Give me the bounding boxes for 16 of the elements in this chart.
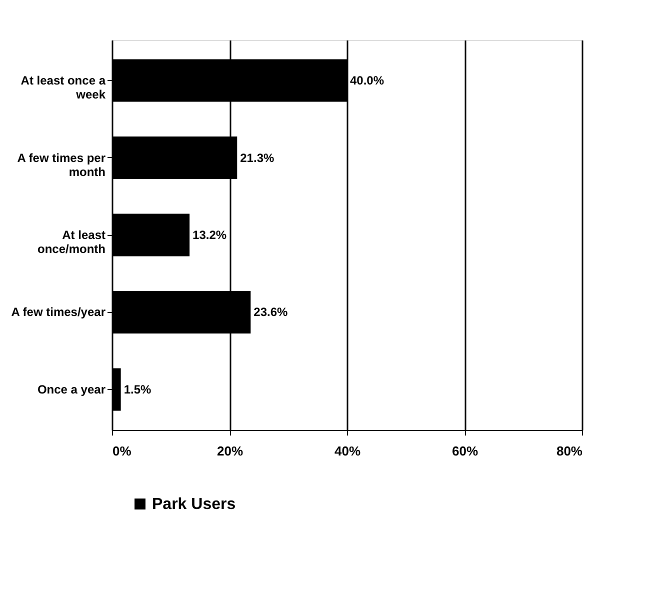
legend-label: Park Users [152, 496, 236, 513]
data-label: 1.5% [124, 382, 152, 396]
data-label: 21.3% [240, 150, 274, 165]
data-label: 40.0% [350, 74, 384, 88]
x-tick-label: 0% [112, 444, 132, 458]
y-tick-label: A few times per month [17, 150, 106, 179]
data-label: 13.2% [192, 228, 227, 242]
x-tick-label: 60% [452, 444, 478, 458]
y-tick-label: At least once a week [20, 74, 106, 102]
y-tick-label: Once a year [37, 382, 106, 396]
x-tick-label: 80% [556, 444, 583, 458]
y-tick-label: A few times/year [11, 305, 106, 320]
data-label: 23.6% [254, 305, 288, 320]
x-tick-label: 20% [216, 444, 244, 458]
y-tick-label: At least once/month [38, 228, 106, 256]
x-tick-label: 40% [334, 444, 361, 458]
